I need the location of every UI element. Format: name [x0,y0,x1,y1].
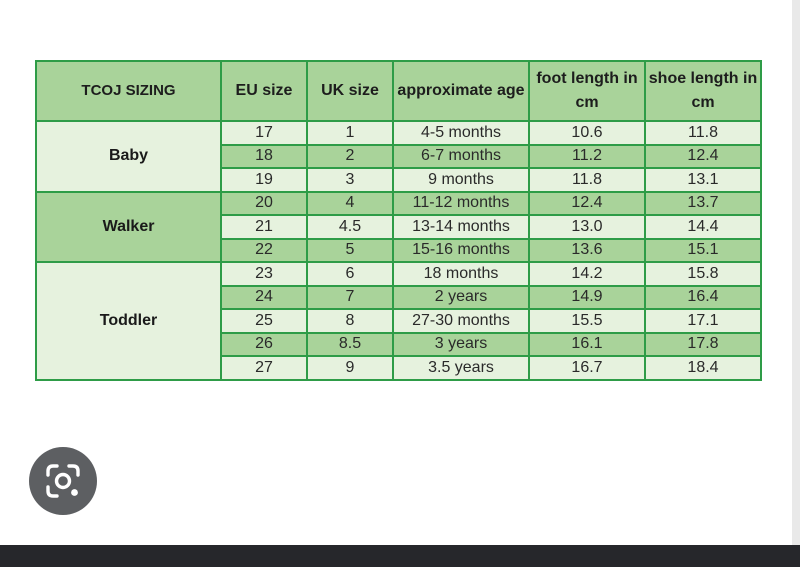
shoe-length-cell: 15.8 [644,261,762,287]
sizing-table: TCOJ SIZING EU size UK size approximate … [35,60,762,381]
group-label: Walker [35,190,222,263]
foot-length-cell: 13.0 [528,214,646,240]
eu-size-cell: 26 [220,331,308,357]
uk-size-cell: 4.5 [306,214,394,240]
age-cell: 2 years [392,284,530,310]
header-uk-size: UK size [306,60,394,122]
eu-size-cell: 27 [220,355,308,381]
header-eu-size: EU size [220,60,308,122]
uk-size-cell: 7 [306,284,394,310]
age-cell: 6-7 months [392,143,530,169]
eu-size-cell: 25 [220,308,308,334]
eu-size-cell: 23 [220,261,308,287]
uk-size-cell: 9 [306,355,394,381]
foot-length-cell: 15.5 [528,308,646,334]
age-cell: 27-30 months [392,308,530,334]
uk-size-cell: 6 [306,261,394,287]
foot-length-cell: 12.4 [528,190,646,216]
uk-size-cell: 5 [306,237,394,263]
age-cell: 9 months [392,167,530,193]
shoe-length-cell: 18.4 [644,355,762,381]
uk-size-cell: 8 [306,308,394,334]
eu-size-cell: 17 [220,120,308,146]
uk-size-cell: 3 [306,167,394,193]
eu-size-cell: 24 [220,284,308,310]
shoe-length-cell: 11.8 [644,120,762,146]
lens-button[interactable] [29,447,97,515]
foot-length-cell: 14.9 [528,284,646,310]
table-row: Toddler 23 6 18 months 14.2 15.8 [35,261,762,381]
shoe-length-cell: 16.4 [644,284,762,310]
eu-size-cell: 22 [220,237,308,263]
group-label: Baby [35,120,222,193]
group-label: Toddler [35,261,222,381]
page-edge [792,0,800,545]
age-cell: 4-5 months [392,120,530,146]
age-cell: 11-12 months [392,190,530,216]
age-cell: 18 months [392,261,530,287]
camera-lens-icon [46,464,80,498]
foot-length-cell: 10.6 [528,120,646,146]
header-row: TCOJ SIZING EU size UK size approximate … [35,60,762,122]
eu-size-cell: 18 [220,143,308,169]
bottom-bar [0,545,800,567]
shoe-length-cell: 15.1 [644,237,762,263]
foot-length-cell: 13.6 [528,237,646,263]
foot-length-cell: 16.1 [528,331,646,357]
foot-length-cell: 11.2 [528,143,646,169]
age-cell: 3.5 years [392,355,530,381]
foot-length-cell: 14.2 [528,261,646,287]
uk-size-cell: 8.5 [306,331,394,357]
age-cell: 3 years [392,331,530,357]
eu-size-cell: 19 [220,167,308,193]
shoe-length-cell: 17.1 [644,308,762,334]
foot-length-cell: 16.7 [528,355,646,381]
shoe-length-cell: 17.8 [644,331,762,357]
age-cell: 15-16 months [392,237,530,263]
shoe-length-cell: 13.7 [644,190,762,216]
uk-size-cell: 4 [306,190,394,216]
uk-size-cell: 2 [306,143,394,169]
table-row: Walker 20 4 11-12 months 12.4 13.7 [35,190,762,263]
shoe-length-cell: 13.1 [644,167,762,193]
foot-length-cell: 11.8 [528,167,646,193]
uk-size-cell: 1 [306,120,394,146]
header-foot-length: foot length in cm [528,60,646,122]
header-approximate-age: approximate age [392,60,530,122]
header-sizing: TCOJ SIZING [35,60,222,122]
eu-size-cell: 20 [220,190,308,216]
shoe-length-cell: 12.4 [644,143,762,169]
eu-size-cell: 21 [220,214,308,240]
table-body: Baby 17 1 4-5 months 10.6 11.8 18 2 6-7 months 11… [35,120,762,381]
header-shoe-length: shoe length in cm [644,60,762,122]
age-cell: 13-14 months [392,214,530,240]
table-row: Baby 17 1 4-5 months 10.6 11.8 [35,120,762,193]
shoe-length-cell: 14.4 [644,214,762,240]
